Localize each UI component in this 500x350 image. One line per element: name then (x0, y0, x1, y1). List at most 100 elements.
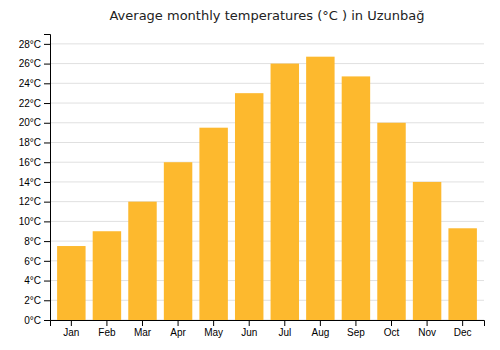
x-tick-mark (355, 320, 356, 326)
bar (235, 93, 263, 320)
x-tick-mark (142, 320, 143, 326)
y-tick-label: 16°C (19, 157, 41, 168)
bar (306, 57, 334, 320)
y-axis-line (44, 35, 51, 321)
grid-line (50, 162, 484, 163)
x-tick: Jan (63, 320, 79, 338)
plot: 0°C 2°C 4°C 6°C 8°C 10°C 12°C 14°C 16°C 18°C 20°C 2… (19, 35, 485, 339)
x-tick: May (204, 320, 223, 338)
y-tick-label: 14°C (19, 177, 41, 188)
x-tick-label: Apr (170, 327, 186, 338)
x-tick-mark (106, 320, 107, 326)
x-tick-mark (427, 320, 428, 326)
x-tick-mark (71, 320, 72, 326)
bar (57, 246, 85, 320)
grid-line (50, 122, 484, 123)
y-tick: 0°C (24, 315, 50, 326)
x-tick: Nov (418, 320, 436, 338)
x-tick-label: Feb (98, 327, 116, 338)
y-tick: 2°C (24, 295, 50, 306)
x-tick-mark (462, 320, 463, 326)
y-tick-label: 0°C (24, 315, 41, 326)
x-tick-label: May (204, 327, 223, 338)
grid-line (50, 103, 484, 104)
y-tick-mark (44, 320, 50, 321)
y-tick-label: 4°C (24, 275, 41, 286)
grid-line (50, 43, 484, 44)
bar (271, 64, 299, 320)
y-tick: 22°C (19, 98, 50, 109)
y-tick-mark (44, 162, 50, 163)
bar (199, 128, 227, 320)
x-tick: Jun (241, 320, 257, 338)
bar (448, 228, 476, 320)
x-tick-mark (284, 320, 285, 326)
bar (128, 202, 156, 320)
y-tick-mark (44, 64, 50, 65)
y-tick-mark (44, 261, 50, 262)
x-tick-label: Mar (134, 327, 152, 338)
y-tick: 28°C (19, 39, 50, 50)
x-tick-label: Nov (418, 327, 436, 338)
y-tick-mark (44, 182, 50, 183)
y-tick: 6°C (24, 256, 50, 267)
y-tick: 26°C (19, 58, 50, 69)
y-axis: 0°C 2°C 4°C 6°C 8°C 10°C 12°C 14°C 16°C 18°C 20°C 2… (19, 35, 51, 326)
y-tick: 18°C (19, 137, 50, 148)
chart-container: 0°C 2°C 4°C 6°C 8°C 10°C 12°C 14°C 16°C 18°C 20°C 2… (0, 0, 500, 350)
chart-title: Average monthly temperatures (°C ) in Uz… (109, 8, 424, 23)
y-tick-mark (44, 241, 50, 242)
y-tick-label: 26°C (19, 58, 41, 69)
y-tick-mark (44, 123, 50, 124)
y-tick: 12°C (19, 196, 50, 207)
x-tick-mark (213, 320, 214, 326)
x-tick: Apr (170, 320, 186, 338)
y-tick-mark (44, 103, 50, 104)
y-tick-label: 12°C (19, 196, 41, 207)
y-tick: 24°C (19, 78, 50, 89)
y-tick: 4°C (24, 275, 50, 286)
x-tick: Sep (347, 320, 365, 338)
y-tick-mark (44, 83, 50, 84)
y-tick-mark (44, 221, 50, 222)
x-tick-label: Oct (384, 327, 400, 338)
x-tick-label: Sep (347, 327, 365, 338)
x-tick-mark (320, 320, 321, 326)
grid-line (50, 63, 484, 64)
y-tick-label: 6°C (24, 256, 41, 267)
grid-line (50, 83, 484, 84)
x-tick: Oct (384, 320, 400, 338)
y-tick: 16°C (19, 157, 50, 168)
x-tick: Aug (311, 320, 329, 338)
bar (93, 231, 121, 320)
bars (57, 57, 477, 320)
y-tick-mark (44, 44, 50, 45)
x-tick-label: Jun (241, 327, 257, 338)
x-tick-label: Jul (278, 327, 291, 338)
bar (377, 123, 405, 320)
y-tick-label: 2°C (24, 295, 41, 306)
x-axis: Jan Feb Mar Apr May Jun Jul Aug Sep Oct Nov Dec (51, 320, 485, 338)
grid (50, 44, 484, 320)
y-tick-mark (44, 142, 50, 143)
bar (413, 182, 441, 320)
y-tick-label: 18°C (19, 137, 41, 148)
x-tick-mark (178, 320, 179, 326)
x-axis-line (51, 321, 485, 327)
y-tick: 10°C (19, 216, 50, 227)
bar (164, 162, 192, 320)
chart-svg: 0°C 2°C 4°C 6°C 8°C 10°C 12°C 14°C 16°C 18°C 20°C 2… (0, 0, 500, 350)
y-tick-label: 24°C (19, 78, 41, 89)
x-tick: Mar (134, 320, 152, 338)
y-tick: 8°C (24, 236, 50, 247)
x-tick-label: Dec (454, 327, 472, 338)
y-tick: 20°C (19, 117, 50, 128)
y-tick-label: 22°C (19, 98, 41, 109)
y-tick-label: 10°C (19, 216, 41, 227)
x-tick: Feb (98, 320, 116, 338)
y-tick: 14°C (19, 177, 50, 188)
y-tick-mark (44, 300, 50, 301)
bar (342, 76, 370, 320)
x-tick: Dec (454, 320, 472, 338)
y-tick-mark (44, 202, 50, 203)
